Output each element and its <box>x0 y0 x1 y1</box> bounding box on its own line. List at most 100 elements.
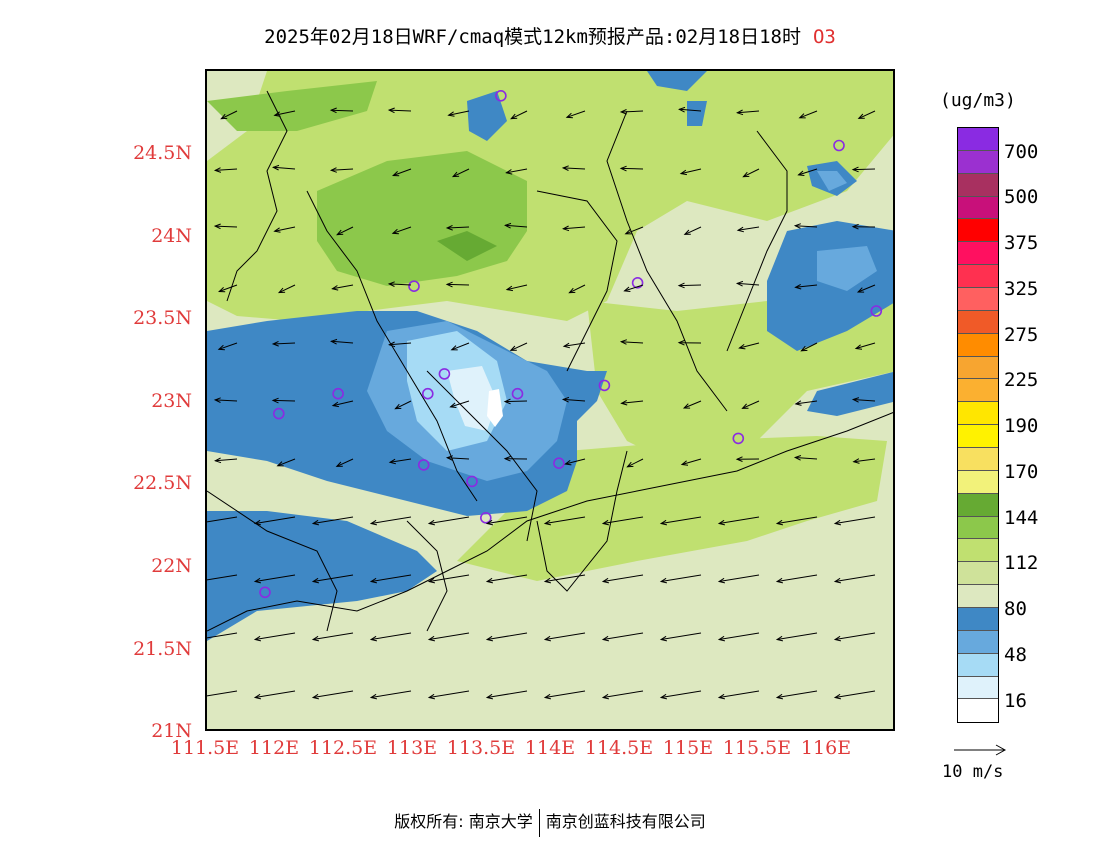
wind-arrow <box>797 168 818 176</box>
legend-tick: 170 <box>1004 461 1039 483</box>
copyright-left: 版权所有: 南京大学 <box>394 812 533 831</box>
monitoring-station <box>732 432 745 445</box>
chart-title: 2025年02月18日WRF/cmaq模式12km预报产品:02月18日18时 O… <box>0 22 1100 49</box>
wind-arrow <box>272 164 296 171</box>
wind-arrow <box>369 516 412 526</box>
legend-tick: 190 <box>1004 415 1039 437</box>
wind-arrow <box>387 281 412 287</box>
wind-arrow <box>330 338 354 345</box>
legend-swatch <box>958 310 998 334</box>
wind-arrow <box>833 574 876 584</box>
wind-arrow <box>601 574 644 584</box>
wind-arrow <box>623 284 644 292</box>
wind-reference-arrow <box>954 744 1007 756</box>
wind-arrow <box>445 281 470 288</box>
wind-arrow <box>561 165 586 171</box>
wind-arrow <box>503 455 528 462</box>
monitoring-station <box>422 387 434 400</box>
wind-arrow <box>800 342 818 352</box>
legend-tick: 225 <box>1004 369 1039 391</box>
wind-arrow <box>485 690 528 700</box>
wind-arrow <box>741 400 760 409</box>
wind-arrow <box>485 574 528 584</box>
x-tick-label: 114E <box>524 737 576 759</box>
wind-arrow <box>565 110 586 119</box>
wind-arrow <box>509 342 528 351</box>
map-panel <box>205 69 895 731</box>
wind-arrow <box>682 400 702 409</box>
monitoring-station <box>479 511 492 524</box>
wind-arrow <box>427 516 470 526</box>
wind-arrow <box>794 400 818 406</box>
wind-arrow <box>271 397 296 404</box>
band-48-80-north2 <box>647 71 707 91</box>
wind-arrow <box>329 167 354 173</box>
wind-arrow <box>736 109 760 116</box>
title-main: 2025年02月18日WRF/cmaq模式12km预报产品:02月18日18时 <box>264 26 801 48</box>
wind-arrow <box>793 455 818 461</box>
wind-arrow <box>427 574 470 584</box>
wind-arrow <box>369 632 412 642</box>
wind-arrow <box>369 574 412 584</box>
legend-tick: 48 <box>1004 644 1027 666</box>
wind-arrow <box>735 280 760 287</box>
wind-arrow <box>543 574 586 584</box>
wind-arrow <box>601 632 644 642</box>
wind-arrow <box>388 458 412 465</box>
legend-swatch <box>958 196 998 220</box>
wind-arrow <box>510 110 528 120</box>
wind-arrow <box>207 516 238 523</box>
wind-arrow <box>619 165 644 172</box>
monitoring-station <box>870 305 883 317</box>
wind-arrow <box>717 574 760 584</box>
legend-swatch <box>958 356 998 380</box>
color-legend <box>957 127 999 724</box>
wind-arrow <box>253 516 296 526</box>
wind-arrow <box>369 690 412 700</box>
wind-arrow <box>445 455 470 461</box>
monitoring-station <box>598 379 611 392</box>
monitoring-station <box>466 475 478 488</box>
wind-arrow <box>387 107 412 114</box>
wind-arrow <box>856 284 876 293</box>
station-markers <box>259 89 883 599</box>
wind-arrow <box>794 283 818 290</box>
wind-arrow <box>447 110 470 117</box>
wind-arrow <box>449 400 470 408</box>
y-tick-label: 21.5N <box>133 638 192 660</box>
wind-arrow <box>276 458 296 467</box>
wind-arrow <box>485 632 528 642</box>
wind-arrow <box>207 690 238 697</box>
wind-arrow <box>679 168 702 176</box>
wind-arrow <box>311 516 354 526</box>
wind-arrow <box>311 690 354 700</box>
copyright-footer: 版权所有: 南京大学 南京创蓝科技有限公司 <box>0 808 1100 837</box>
legend-swatch <box>958 676 998 700</box>
legend-swatch <box>958 128 998 151</box>
monitoring-station <box>408 280 420 292</box>
wind-arrow <box>568 284 586 294</box>
legend-swatch <box>958 150 998 174</box>
legend-swatch <box>958 562 998 586</box>
wind-arrow <box>659 516 702 526</box>
wind-arrow <box>680 458 702 466</box>
wind-arrow <box>854 342 876 350</box>
footer-divider <box>538 808 540 837</box>
wind-arrow <box>851 223 876 230</box>
wind-arrow <box>207 574 238 581</box>
wind-arrow <box>620 399 644 406</box>
wind-arrow <box>394 400 412 410</box>
wind-arrow <box>207 632 238 639</box>
legend-swatch <box>958 242 998 266</box>
x-tick-label: 115.5E <box>722 737 792 759</box>
wind-arrow <box>253 574 296 584</box>
wind-arrow <box>329 107 354 114</box>
wind-arrow <box>451 168 470 178</box>
y-tick-label: 23.5N <box>133 307 192 329</box>
wind-arrow <box>852 458 876 464</box>
wind-arrow <box>505 168 528 175</box>
wind-arrow <box>335 458 354 467</box>
wind-arrow <box>736 226 760 233</box>
wind-arrow <box>331 284 354 291</box>
legend-swatch <box>958 699 998 723</box>
